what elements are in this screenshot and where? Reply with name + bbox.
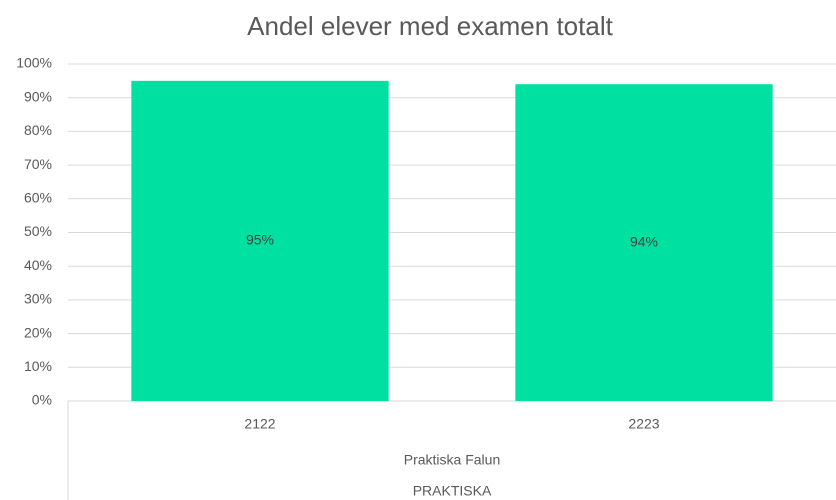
x-tick-label: 2223 <box>628 416 659 432</box>
bar <box>515 84 773 401</box>
y-tick-label: 40% <box>24 257 52 273</box>
data-label: 95% <box>246 232 274 248</box>
y-tick-label: 20% <box>24 324 52 340</box>
y-tick-label: 80% <box>24 122 52 138</box>
y-tick-label: 60% <box>24 190 52 206</box>
x-tick-label: 2122 <box>244 416 275 432</box>
y-tick-label: 70% <box>24 156 52 172</box>
bar <box>131 80 389 401</box>
y-tick-label: 10% <box>24 358 52 374</box>
category-group-label: PRAKTISKA <box>413 483 492 499</box>
y-tick-label: 50% <box>24 223 52 239</box>
chart-title: Andel elever med examen totalt <box>247 11 613 41</box>
y-tick-label: 90% <box>24 88 52 104</box>
y-tick-label: 100% <box>16 55 52 71</box>
data-label: 94% <box>630 233 658 249</box>
category-group-label: Praktiska Falun <box>404 452 500 468</box>
y-tick-label: 30% <box>24 291 52 307</box>
y-tick-label: 0% <box>32 392 52 408</box>
